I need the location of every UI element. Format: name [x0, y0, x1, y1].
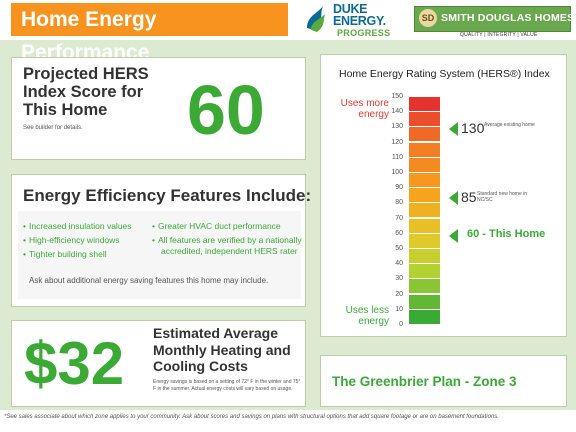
hers-scale-segment	[409, 97, 440, 111]
hers-tick-label: 60	[395, 229, 403, 237]
feature-item: • All features are verified by a national…	[152, 235, 302, 256]
features-title: Energy Efficiency Features Include:	[23, 186, 312, 205]
marker-label: Average existing home	[484, 122, 535, 129]
smith-douglas-logo: SD SMITH DOUGLAS HOMES	[414, 6, 575, 32]
hers-scale-segment	[409, 309, 440, 324]
hers-scale-segment	[409, 142, 440, 157]
feature-item: • High-efficiency windows	[23, 235, 120, 245]
sd-tagline: QUALITY | INTEGRITY | VALUE	[460, 32, 538, 38]
uses-less-energy-label: Uses less energy	[345, 305, 389, 327]
monthly-cost-title: Estimated Average Monthly Heating and Co…	[153, 325, 291, 374]
hers-scale-segment	[409, 203, 440, 218]
hers-tick-label: 40	[395, 260, 403, 268]
hers-tick-label: 90	[395, 184, 403, 192]
footnote: *See sales associate about which zone ap…	[4, 414, 499, 420]
marker-label: Standard new home in NC/SC	[477, 190, 528, 203]
hers-scale-segment	[409, 127, 440, 142]
sd-logo-name: SMITH DOUGLAS HOMES	[441, 12, 575, 24]
hers-score-panel: Projected HERS Index Score for This Home…	[11, 57, 306, 160]
hers-tick-label: 130	[391, 123, 403, 131]
duke-logo-text: DUKE ENERGY. PROGRESS	[333, 3, 407, 39]
hers-tick-label: 100	[391, 169, 403, 176]
hers-tick-label: 110	[391, 153, 403, 161]
feature-item: • Increased insulation values	[23, 221, 132, 231]
hers-tick-label: 70	[395, 214, 403, 222]
hers-scale-segment	[409, 249, 440, 263]
duke-energy-logo: DUKE ENERGY. PROGRESS	[303, 2, 407, 40]
feature-item: • Tighter building shell	[23, 249, 107, 259]
marker-arrow-icon	[449, 122, 458, 137]
hers-scale-segment	[409, 112, 440, 127]
hers-tick-label: 0	[399, 321, 403, 328]
hers-index-panel: Home Energy Rating System (HERS®) Index …	[320, 54, 567, 337]
hers-score-value: 60	[187, 71, 265, 149]
hers-tick-label: 10	[395, 305, 403, 313]
hers-score-subtext: See builder for details.	[23, 125, 83, 131]
this-home-marker-label: 60 - This Home	[467, 227, 546, 240]
hers-tick-label: 20	[395, 290, 403, 298]
hers-scale-segment	[409, 218, 440, 233]
cost-panel: $32 Estimated Average Monthly Heating an…	[11, 320, 306, 407]
marker-number: 85	[461, 188, 477, 205]
duke-logo-name: DUKE ENERGY.	[333, 2, 386, 28]
hers-tick-label: 140	[391, 108, 403, 116]
hers-tick-label: 120	[391, 138, 403, 146]
duke-logo-progress: PROGRESS	[337, 28, 391, 38]
features-box	[18, 211, 301, 299]
features-ask-text: Ask about additional energy saving featu…	[29, 276, 269, 285]
hers-scale-segment	[409, 233, 440, 248]
feature-item: • Greater HVAC duct performance	[152, 221, 281, 231]
uses-more-energy-label: Uses more energy	[340, 98, 389, 120]
plan-panel: The Greenbrier Plan - Zone 3	[320, 355, 567, 407]
monthly-cost-note: Energy savings is based on a setting of …	[153, 379, 301, 392]
duke-flame-icon	[307, 6, 325, 32]
hers-scale-segment	[409, 294, 440, 309]
hers-tick-label: 50	[395, 245, 403, 252]
hers-index-title: Home Energy Rating System (HERS®) Index	[339, 68, 550, 80]
monthly-cost-value: $32	[24, 330, 125, 397]
features-panel: Energy Efficiency Features Include: • Inc…	[11, 174, 311, 307]
hers-scale-segment	[409, 157, 440, 172]
hers-tick-label: 80	[395, 199, 403, 207]
hers-tick-label: 30	[395, 275, 403, 283]
hers-scale-segment	[409, 173, 440, 187]
hers-scale-bar	[409, 97, 440, 325]
hers-tick-label: 150	[391, 93, 403, 100]
page-title: Home Energy Performance	[11, 3, 288, 64]
sd-badge-icon: SD	[419, 9, 437, 27]
hers-score-title: Projected HERS Index Score for This Home	[23, 65, 149, 119]
hers-scale-segment	[409, 279, 440, 294]
hers-scale-segment	[409, 264, 440, 279]
marker-number: 130	[461, 120, 485, 137]
plan-name: The Greenbrier Plan - Zone 3	[332, 374, 517, 389]
marker-arrow-icon	[449, 228, 458, 243]
hers-scale-segment	[409, 188, 440, 203]
marker-arrow-icon	[449, 190, 458, 205]
